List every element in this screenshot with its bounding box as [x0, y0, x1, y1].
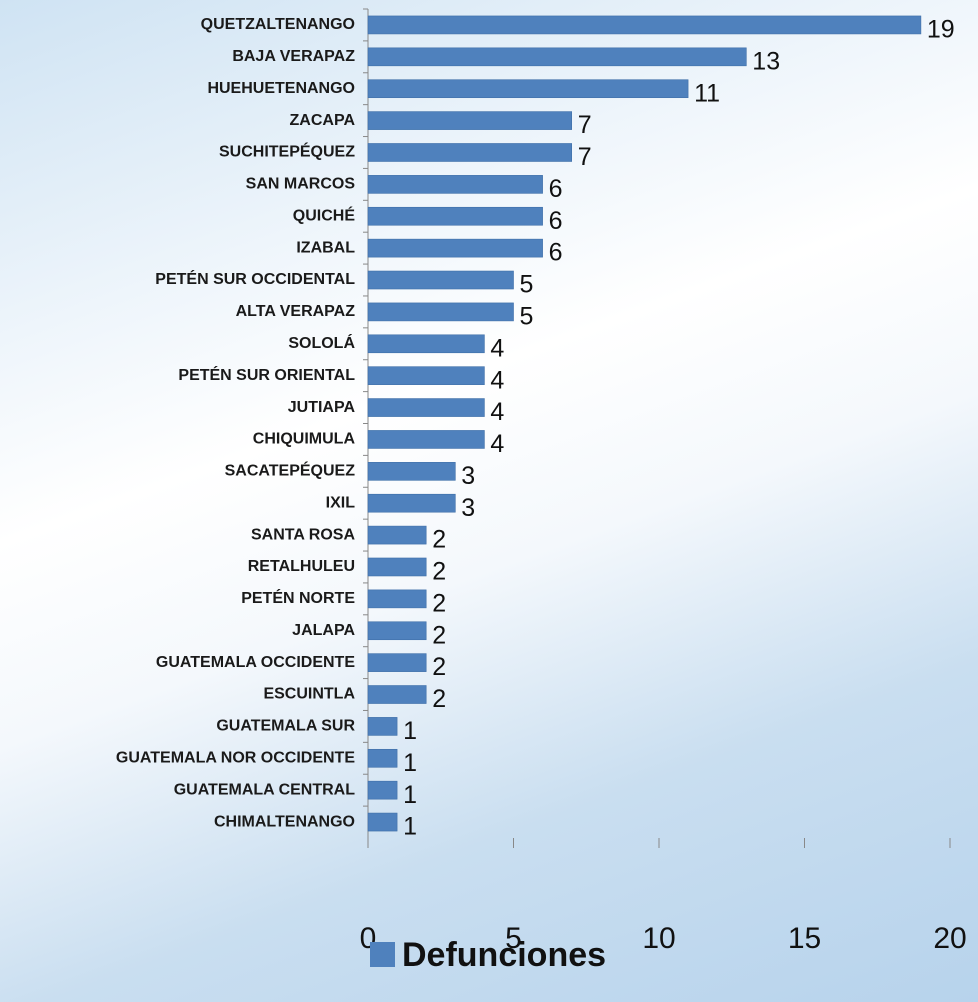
y-tick-label: SACATEPÉQUEZ	[225, 461, 356, 480]
bar	[367, 462, 456, 481]
x-tick-label: 20	[933, 922, 966, 955]
y-tick-label: GUATEMALA SUR	[216, 718, 355, 735]
bar	[367, 334, 485, 354]
legend-swatch	[370, 942, 395, 967]
y-tick-label: IZABAL	[296, 239, 355, 256]
data-label: 7	[578, 143, 592, 171]
data-label: 2	[432, 558, 446, 586]
bar	[367, 717, 398, 736]
y-tick-label: SUCHITEPÉQUEZ	[219, 142, 355, 161]
y-tick-label: ALTA VERAPAZ	[236, 303, 356, 320]
bar	[367, 175, 543, 194]
bar	[367, 47, 747, 67]
y-tick-label: IXIL	[326, 494, 356, 511]
y-tick-label: ZACAPA	[290, 112, 356, 129]
x-tick-label: 15	[788, 922, 821, 955]
data-label: 2	[432, 653, 446, 681]
bar	[367, 493, 456, 513]
y-tick-label: QUICHÉ	[293, 205, 356, 224]
bar	[367, 15, 922, 35]
bar	[367, 111, 572, 130]
bar	[367, 525, 427, 545]
data-label: 1	[403, 781, 417, 809]
bar	[367, 238, 543, 258]
legend-label: Defunciones	[402, 936, 606, 974]
data-label: 1	[403, 813, 417, 841]
x-tick-label: 5	[505, 922, 522, 955]
data-label: 13	[752, 47, 780, 75]
y-tick-label: BAJA VERAPAZ	[232, 48, 355, 65]
data-label: 6	[549, 175, 563, 203]
y-tick-label: SAN MARCOS	[246, 176, 356, 193]
bar	[367, 780, 398, 800]
data-label: 3	[461, 494, 475, 522]
data-label: 2	[432, 589, 446, 617]
y-tick-label: JALAPA	[292, 622, 355, 639]
bar	[367, 302, 514, 322]
y-tick-label: SOLOLÁ	[288, 333, 355, 352]
bar	[367, 621, 427, 641]
data-label: 5	[520, 271, 534, 299]
bar	[367, 812, 398, 832]
bar	[367, 685, 427, 704]
data-label: 7	[578, 111, 592, 139]
y-tick-label: ESCUINTLA	[263, 686, 355, 703]
y-tick-label: PETÉN NORTE	[241, 588, 355, 607]
y-tick-label: GUATEMALA NOR OCCIDENTE	[116, 750, 355, 767]
y-tick-label: PETÉN SUR OCCIDENTAL	[155, 269, 355, 288]
bar	[367, 206, 543, 226]
y-tick-label: PETÉN SUR ORIENTAL	[178, 365, 355, 384]
data-label: 2	[432, 685, 446, 713]
data-label: 4	[490, 334, 504, 362]
y-tick-label: RETALHULEU	[248, 558, 355, 575]
y-tick-label: HUEHUETENANGO	[207, 80, 355, 97]
bar	[367, 143, 572, 162]
bar	[367, 653, 427, 672]
bar	[367, 589, 427, 609]
y-tick-label: CHIMALTENANGO	[214, 813, 355, 830]
data-label: 4	[490, 430, 504, 458]
data-label: 2	[432, 526, 446, 554]
data-label: 19	[927, 16, 955, 44]
data-label: 4	[490, 366, 504, 394]
y-tick-label: GUATEMALA OCCIDENTE	[156, 654, 355, 671]
data-label: 5	[520, 303, 534, 331]
data-label: 1	[403, 749, 417, 777]
data-label: 3	[461, 462, 475, 490]
data-label: 4	[490, 398, 504, 426]
y-tick-label: GUATEMALA CENTRAL	[174, 781, 356, 798]
x-tick-label: 10	[642, 922, 675, 955]
data-label: 6	[549, 239, 563, 267]
bar	[367, 748, 398, 768]
bar	[367, 398, 485, 417]
bar	[367, 430, 485, 449]
y-tick-label: JUTIAPA	[288, 399, 356, 416]
bar	[367, 366, 485, 385]
bar	[367, 270, 514, 290]
y-tick-label: QUETZALTENANGO	[201, 16, 355, 33]
bar	[367, 557, 427, 577]
bar	[367, 79, 689, 99]
y-tick-label: CHIQUIMULA	[253, 431, 356, 448]
data-label: 11	[694, 79, 720, 107]
y-tick-label: SANTA ROSA	[251, 526, 355, 543]
data-label: 2	[432, 621, 446, 649]
data-label: 6	[549, 207, 563, 235]
data-label: 1	[403, 717, 417, 745]
